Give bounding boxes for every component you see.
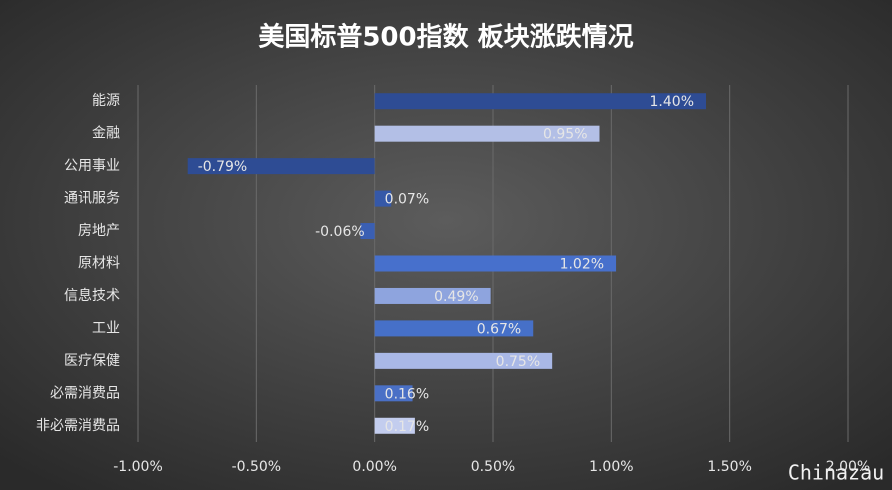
value-label: 0.17% <box>385 419 429 435</box>
y-tick-label: 通讯服务 <box>64 191 120 207</box>
bar <box>374 320 534 337</box>
bar <box>374 190 392 207</box>
y-tick-label: 原材料 <box>78 256 120 272</box>
value-label: 1.40% <box>650 94 694 110</box>
y-tick-label: 医疗保健 <box>64 353 120 369</box>
bar <box>374 125 600 142</box>
bar <box>374 287 491 304</box>
y-tick-label: 房地产 <box>78 223 120 239</box>
bar <box>360 223 375 240</box>
x-tick-label: 0.50% <box>471 459 515 475</box>
y-tick-label: 信息技术 <box>64 287 120 304</box>
y-tick-label: 必需消费品 <box>50 385 120 401</box>
value-label: 0.95% <box>543 127 587 143</box>
x-tick-label: -1.00% <box>113 459 163 475</box>
bar <box>374 93 706 110</box>
chart-title: 美国标普500指数 板块涨跌情况 <box>258 22 633 53</box>
bar <box>374 352 553 369</box>
y-tick-label: 公用事业 <box>64 158 120 174</box>
value-label: -0.79% <box>198 159 248 175</box>
value-label: 0.75% <box>496 354 540 370</box>
x-tick-label: 0.00% <box>352 459 396 475</box>
value-label: 1.02% <box>560 257 604 273</box>
y-tick-label: 工业 <box>92 320 120 336</box>
x-tick-label: 1.00% <box>589 459 633 475</box>
x-tick-label: 2.00% <box>826 459 870 475</box>
x-tick-label: 1.50% <box>707 459 751 475</box>
value-label: 0.67% <box>477 321 521 337</box>
bar <box>374 417 415 434</box>
x-tick-label: -0.50% <box>232 459 282 475</box>
value-label: 0.16% <box>385 386 429 402</box>
bar <box>374 255 617 272</box>
bar <box>374 385 413 402</box>
watermark: Chinazau <box>788 461 884 485</box>
value-label: -0.06% <box>315 224 365 240</box>
value-label: 0.07% <box>385 192 429 208</box>
y-tick-label: 能源 <box>92 93 120 109</box>
bar <box>187 158 375 175</box>
value-label: 0.49% <box>434 289 478 305</box>
y-tick-label: 金融 <box>92 126 120 142</box>
y-tick-label: 非必需消费品 <box>36 418 120 434</box>
